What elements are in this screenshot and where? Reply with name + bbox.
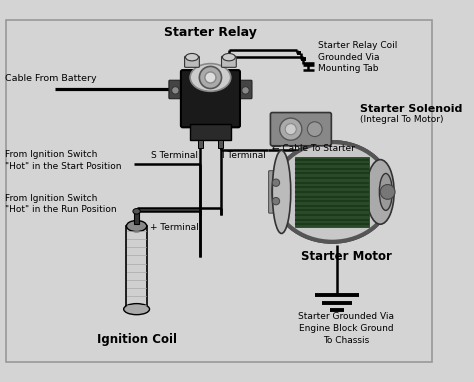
FancyBboxPatch shape xyxy=(239,80,252,99)
Text: Starter Motor: Starter Motor xyxy=(301,250,392,263)
Bar xyxy=(198,140,203,147)
Ellipse shape xyxy=(133,209,140,214)
Circle shape xyxy=(307,122,322,136)
Text: (Integral To Motor): (Integral To Motor) xyxy=(360,115,444,125)
FancyBboxPatch shape xyxy=(221,56,236,67)
Bar xyxy=(190,124,231,140)
Circle shape xyxy=(200,66,221,89)
Text: From Ignition Switch
"Hot" in the Run Position: From Ignition Switch "Hot" in the Run Po… xyxy=(5,194,116,214)
Bar xyxy=(134,211,139,224)
Text: Ignition Coil: Ignition Coil xyxy=(97,333,177,346)
Circle shape xyxy=(380,185,395,199)
Circle shape xyxy=(205,72,216,83)
Text: From Ignition Switch
"Hot" in the Start Position: From Ignition Switch "Hot" in the Start … xyxy=(5,151,121,171)
Circle shape xyxy=(172,87,179,94)
FancyBboxPatch shape xyxy=(184,56,200,67)
Text: Starter Solenoid: Starter Solenoid xyxy=(360,104,462,114)
Text: Starter Relay Coil
Grounded Via
Mounting Tab: Starter Relay Coil Grounded Via Mounting… xyxy=(318,41,397,73)
Ellipse shape xyxy=(272,141,392,243)
Bar xyxy=(272,127,280,146)
Text: I Terminal: I Terminal xyxy=(222,151,266,160)
Text: Cable From Battery: Cable From Battery xyxy=(5,74,96,83)
Ellipse shape xyxy=(124,304,149,315)
Circle shape xyxy=(272,179,280,186)
Text: Starter Relay: Starter Relay xyxy=(164,26,257,39)
Text: S Terminal: S Terminal xyxy=(151,151,199,160)
Text: Starter Grounded Via
Engine Block Ground
To Chassis: Starter Grounded Via Engine Block Ground… xyxy=(298,312,394,345)
Ellipse shape xyxy=(272,151,291,233)
Bar xyxy=(218,140,223,147)
Circle shape xyxy=(272,197,280,205)
Ellipse shape xyxy=(190,64,231,91)
Bar xyxy=(127,226,147,309)
Ellipse shape xyxy=(185,53,199,61)
Text: + Terminal: + Terminal xyxy=(149,223,198,232)
Ellipse shape xyxy=(127,220,147,231)
FancyBboxPatch shape xyxy=(269,171,283,213)
Ellipse shape xyxy=(366,160,394,224)
Circle shape xyxy=(280,118,302,140)
FancyBboxPatch shape xyxy=(271,113,331,146)
Ellipse shape xyxy=(379,173,392,210)
Text: ← Cable To Starter: ← Cable To Starter xyxy=(272,144,355,153)
Circle shape xyxy=(285,124,296,135)
Circle shape xyxy=(242,87,249,94)
Bar xyxy=(295,157,369,227)
FancyBboxPatch shape xyxy=(169,80,182,99)
FancyBboxPatch shape xyxy=(181,70,240,127)
Ellipse shape xyxy=(222,53,236,61)
